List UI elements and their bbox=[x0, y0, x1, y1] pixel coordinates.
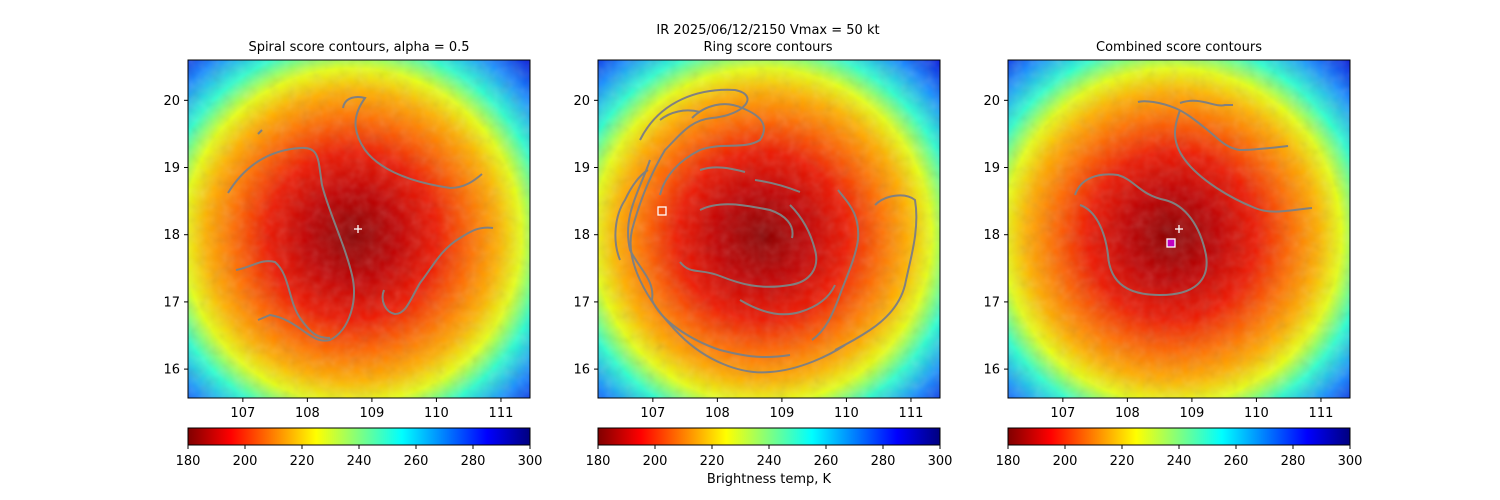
y-tick-label: 19 bbox=[573, 161, 590, 176]
x-tick-label: 110 bbox=[424, 406, 449, 421]
ring-contours bbox=[614, 88, 918, 374]
y-tick-label: 17 bbox=[573, 295, 590, 310]
x-tick-label: 107 bbox=[640, 406, 665, 421]
spiral-panel-title: Spiral score contours, alpha = 0.5 bbox=[248, 40, 470, 55]
ring-panel-title: Ring score contours bbox=[703, 40, 833, 55]
colorbar-tick-label: 200 bbox=[643, 454, 668, 469]
x-tick-label: 111 bbox=[899, 406, 924, 421]
colorbar-tick-label: 220 bbox=[290, 454, 315, 469]
y-tick-label: 16 bbox=[573, 363, 590, 378]
y-tick-label: 16 bbox=[983, 363, 1000, 378]
combined-contours bbox=[1074, 99, 1313, 297]
colorbar-tick-label: 180 bbox=[996, 454, 1021, 469]
colorbar-label: Brightness temp, K bbox=[706, 472, 832, 487]
colorbar-tick-label: 200 bbox=[1053, 454, 1078, 469]
colorbar-tick-label: 240 bbox=[757, 454, 782, 469]
colorbar-tick-label: 180 bbox=[586, 454, 611, 469]
combined-best-marker bbox=[1166, 238, 1176, 248]
y-tick-label: 20 bbox=[983, 94, 1000, 109]
colorbar-tick-label: 280 bbox=[1281, 454, 1306, 469]
colorbar-tick-label: 280 bbox=[461, 454, 486, 469]
ring-best-marker bbox=[657, 206, 667, 216]
colorbar-tick-label: 180 bbox=[176, 454, 201, 469]
colorbar-tick-label: 240 bbox=[1167, 454, 1192, 469]
colorbar-tick-label: 260 bbox=[1224, 454, 1249, 469]
colorbar-3 bbox=[1007, 427, 1351, 446]
y-tick-label: 20 bbox=[573, 94, 590, 109]
combined-panel-title: Combined score contours bbox=[1096, 40, 1262, 55]
x-tick-label: 108 bbox=[295, 406, 320, 421]
x-tick-label: 111 bbox=[1309, 406, 1334, 421]
y-tick-label: 18 bbox=[163, 228, 180, 243]
y-tick-label: 19 bbox=[983, 161, 1000, 176]
colorbar-tick-label: 260 bbox=[404, 454, 429, 469]
spiral-panel bbox=[187, 59, 531, 399]
colorbar-tick-label: 220 bbox=[1110, 454, 1135, 469]
colorbar-tick-label: 300 bbox=[928, 454, 953, 469]
x-tick-label: 108 bbox=[705, 406, 730, 421]
spiral-contours bbox=[227, 96, 494, 342]
y-tick-label: 18 bbox=[983, 228, 1000, 243]
y-tick-label: 20 bbox=[163, 94, 180, 109]
combined-center-marker bbox=[1175, 225, 1183, 233]
colorbar-tick-label: 220 bbox=[700, 454, 725, 469]
colorbar-tick-label: 280 bbox=[871, 454, 896, 469]
colorbar-tick-label: 300 bbox=[1338, 454, 1363, 469]
x-tick-label: 110 bbox=[1244, 406, 1269, 421]
x-tick-label: 108 bbox=[1115, 406, 1140, 421]
x-tick-label: 107 bbox=[1050, 406, 1075, 421]
x-tick-label: 109 bbox=[359, 406, 384, 421]
colorbar-tick-label: 300 bbox=[518, 454, 543, 469]
colorbar-tick-label: 260 bbox=[814, 454, 839, 469]
x-tick-label: 110 bbox=[834, 406, 859, 421]
colorbar-1 bbox=[187, 427, 531, 446]
colorbar-2 bbox=[597, 427, 941, 446]
y-tick-label: 17 bbox=[163, 295, 180, 310]
combined-panel bbox=[1007, 59, 1351, 399]
y-tick-label: 18 bbox=[573, 228, 590, 243]
figure-suptitle-line1: IR 2025/06/12/2150 Vmax = 50 kt bbox=[656, 23, 880, 38]
x-tick-label: 111 bbox=[489, 406, 514, 421]
y-tick-label: 17 bbox=[983, 295, 1000, 310]
y-tick-label: 16 bbox=[163, 363, 180, 378]
y-tick-label: 19 bbox=[163, 161, 180, 176]
x-tick-label: 109 bbox=[769, 406, 794, 421]
spiral-center-marker bbox=[354, 225, 362, 233]
ring-panel bbox=[597, 59, 941, 399]
colorbar-tick-label: 240 bbox=[347, 454, 372, 469]
colorbar-tick-label: 200 bbox=[233, 454, 258, 469]
x-tick-label: 107 bbox=[230, 406, 255, 421]
x-tick-label: 109 bbox=[1179, 406, 1204, 421]
